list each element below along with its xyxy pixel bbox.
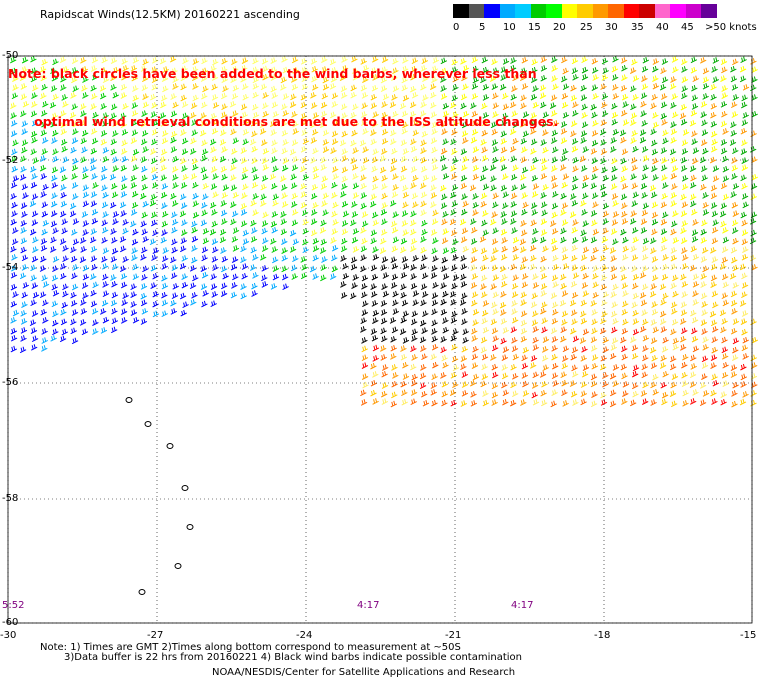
legend-swatch xyxy=(453,4,469,18)
island-outline xyxy=(186,524,194,530)
legend-swatch xyxy=(468,4,485,18)
legend-label: 40 xyxy=(656,22,669,33)
lon-label: -15 xyxy=(740,630,757,641)
legend-swatch xyxy=(639,4,655,18)
island-outline xyxy=(125,397,133,403)
legend-swatch xyxy=(546,4,562,18)
legend-swatch xyxy=(592,4,609,18)
lon-label: -18 xyxy=(594,630,611,641)
map-frame xyxy=(7,55,753,624)
lat-label: -50 xyxy=(2,50,19,61)
lon-label: -24 xyxy=(296,630,313,641)
legend-label: 15 xyxy=(528,22,541,33)
legend-swatch xyxy=(670,4,686,18)
lon-label: -30 xyxy=(0,630,17,641)
legend-label: 5 xyxy=(479,22,486,33)
legend-label: 35 xyxy=(631,22,644,33)
legend-label: 0 xyxy=(453,22,460,33)
time-label: 4:17 xyxy=(357,600,380,611)
legend-swatch xyxy=(530,4,547,18)
island-outline xyxy=(181,485,189,491)
legend-swatch xyxy=(484,4,500,18)
note-line-2: optimal wind retrieval conditions are me… xyxy=(8,114,559,129)
lat-label: -60 xyxy=(2,617,19,628)
footnote-line-2: 3)Data buffer is 22 hrs from 20160221 4)… xyxy=(64,652,522,663)
legend-swatch xyxy=(499,4,516,18)
legend-label: 45 xyxy=(681,22,694,33)
time-label: 5:52 xyxy=(2,600,25,611)
island-outline xyxy=(138,589,146,595)
legend-swatch xyxy=(623,4,640,18)
legend-label: 20 xyxy=(553,22,566,33)
footnote-line-1: Note: 1) Times are GMT 2)Times along bot… xyxy=(40,642,461,653)
note-block: Note: black circles have been added to t… xyxy=(8,34,558,162)
legend-label: 30 xyxy=(605,22,618,33)
island-outline xyxy=(144,421,152,427)
map-title: Rapidscat Winds(12.5KM) 20160221 ascendi… xyxy=(40,8,300,21)
lat-label: -54 xyxy=(2,262,19,273)
lat-label: -56 xyxy=(2,377,19,388)
legend-swatch xyxy=(608,4,624,18)
time-label: 4:17 xyxy=(511,600,534,611)
legend-swatch xyxy=(561,4,578,18)
legend-swatch xyxy=(515,4,531,18)
legend-label: 10 xyxy=(503,22,516,33)
legend-swatch xyxy=(701,4,717,18)
legend-swatch xyxy=(654,4,671,18)
note-line-1: Note: black circles have been added to t… xyxy=(8,66,537,81)
islands-layer xyxy=(125,397,194,595)
legend-swatch xyxy=(685,4,702,18)
wind-barbs-layer xyxy=(9,55,759,408)
legend-swatch xyxy=(577,4,593,18)
legend-label: >50 knots xyxy=(705,22,757,33)
credit-line: NOAA/NESDIS/Center for Satellite Applica… xyxy=(212,667,516,678)
lat-label: -58 xyxy=(2,493,19,504)
island-outline xyxy=(174,563,182,569)
lon-label: -27 xyxy=(147,630,164,641)
legend-label: 25 xyxy=(580,22,593,33)
island-outline xyxy=(166,443,174,449)
lon-label: -21 xyxy=(445,630,462,641)
lat-label: -52 xyxy=(2,155,19,166)
